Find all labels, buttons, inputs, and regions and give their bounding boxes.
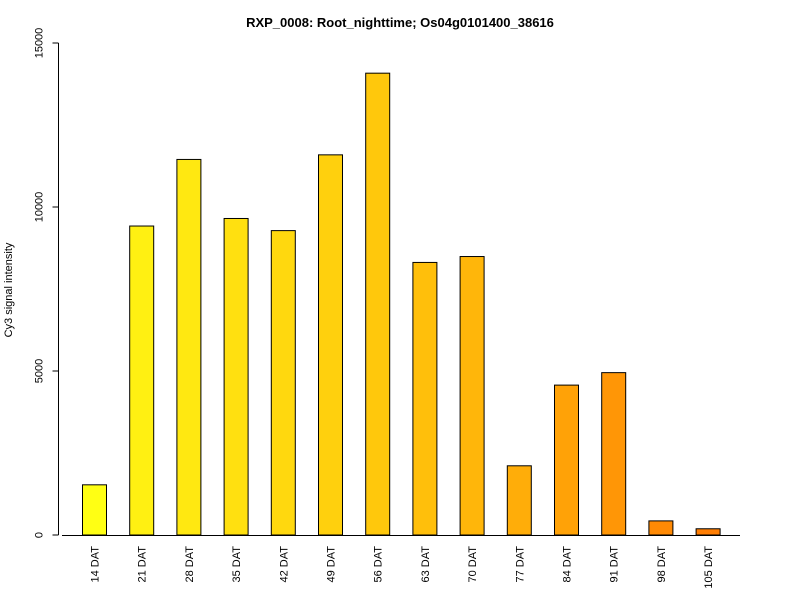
bar xyxy=(459,256,485,536)
y-axis-label: Cy3 signal intensity xyxy=(3,242,15,337)
x-tick-labels: 14 DAT 21 DAT 28 DAT 35 DAT 42 DAT 49 DAT 56 D… xyxy=(90,546,716,589)
y-tick-label: 10000 xyxy=(34,192,46,223)
x-tick-label: 105 DAT xyxy=(703,546,715,589)
x-tick-label: 84 DAT xyxy=(562,546,574,583)
y-tick-label: 15000 xyxy=(34,28,46,59)
bar xyxy=(506,465,532,536)
x-tick-label: 28 DAT xyxy=(184,546,196,583)
x-tick-label: 77 DAT xyxy=(514,546,526,583)
bar xyxy=(648,520,674,536)
x-tick-label: 70 DAT xyxy=(467,546,479,583)
bar xyxy=(176,158,202,536)
bar xyxy=(695,528,721,536)
x-tick-label: 63 DAT xyxy=(420,546,432,583)
chart-title: RXP_0008: Root_nighttime; Os04g0101400_3… xyxy=(246,15,554,30)
x-tick-label: 35 DAT xyxy=(231,546,243,583)
x-tick-label: 42 DAT xyxy=(278,546,290,583)
bar xyxy=(412,261,438,536)
bar xyxy=(318,154,343,536)
x-tick-label: 98 DAT xyxy=(656,546,668,583)
x-tick-label: 21 DAT xyxy=(137,546,149,583)
bar xyxy=(129,225,155,536)
x-tick-label: 56 DAT xyxy=(373,546,385,583)
bar xyxy=(82,484,107,536)
bar xyxy=(223,217,249,536)
x-tick-label: 14 DAT xyxy=(90,546,102,583)
y-axis: 0 5000 10000 15000 xyxy=(34,28,59,538)
bar xyxy=(601,372,627,536)
bars xyxy=(82,72,721,536)
y-tick-label: 5000 xyxy=(34,359,46,383)
x-tick-label: 91 DAT xyxy=(609,546,621,583)
bar xyxy=(365,72,391,536)
y-tick-label: 0 xyxy=(34,532,46,538)
x-tick-label: 49 DAT xyxy=(326,546,338,583)
bar xyxy=(270,230,296,536)
bar xyxy=(554,384,579,536)
